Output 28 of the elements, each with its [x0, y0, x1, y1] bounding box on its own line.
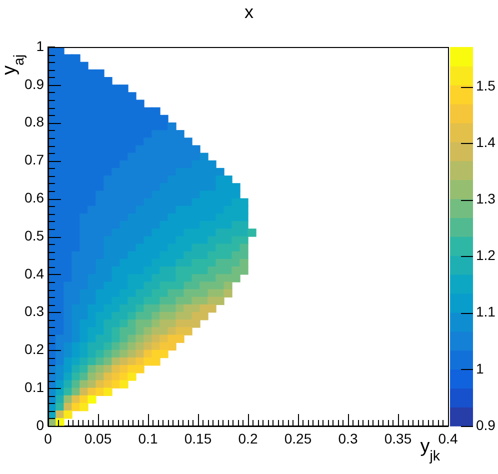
y-tick-label: 0.5 — [24, 227, 44, 244]
x-tick-label: 0.15 — [184, 430, 212, 446]
x-tick-label: 0.35 — [384, 430, 412, 446]
y-tick-label: 1 — [36, 38, 44, 54]
x-tick-label: 0.1 — [138, 430, 158, 446]
chart-title: x — [244, 2, 254, 22]
y-tick-label: 0.6 — [24, 189, 44, 206]
color-bar-label: 1.1 — [476, 304, 496, 320]
color-bar-label: 1.5 — [476, 77, 496, 94]
color-bar-label: 1.2 — [476, 247, 496, 264]
color-bar-label: 1.4 — [476, 134, 496, 150]
y-tick-label: 0.8 — [24, 114, 44, 130]
x-tick-label: 0.2 — [238, 430, 258, 446]
x-axis-title: y$_{jk}$ — [420, 436, 440, 465]
y-tick-label: 0.9 — [24, 76, 44, 92]
color-bar-label: 1 — [476, 360, 484, 376]
x-tick-label: 0.3 — [338, 430, 358, 446]
x-tick-label: 0.05 — [84, 430, 112, 446]
y-tick-label: 0.4 — [24, 265, 44, 282]
y-tick-label: 0.2 — [24, 341, 44, 358]
x-tick-label: 0.4 — [438, 430, 458, 446]
y-tick-label: 0 — [36, 416, 44, 433]
x-tick-label: 0.25 — [284, 430, 312, 446]
y-tick-label: 0.1 — [24, 378, 44, 395]
y-tick-label: 0.3 — [24, 303, 44, 320]
color-bar-label: 1.3 — [476, 190, 496, 207]
color-bar-label: 0.9 — [476, 416, 496, 433]
y-tick-label: 0.7 — [24, 152, 44, 168]
